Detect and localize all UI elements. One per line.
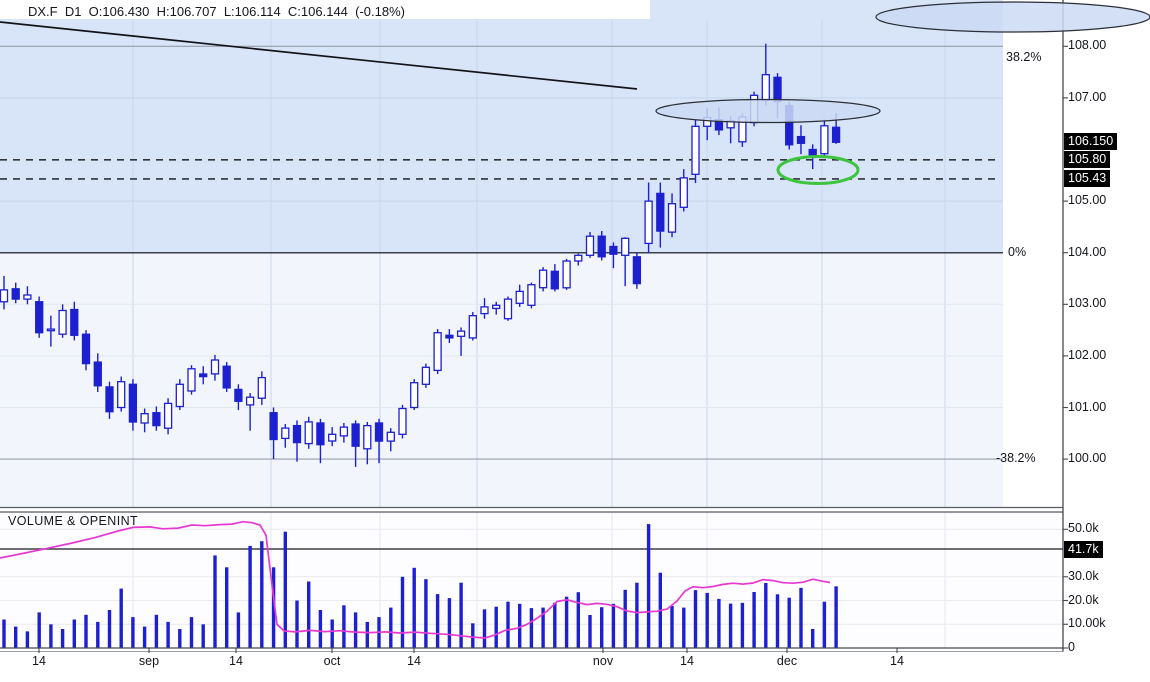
volume-axis-label: 20.0k — [1068, 592, 1099, 607]
date-axis-label: nov — [592, 654, 614, 668]
volume-axis-label: 0 — [1068, 640, 1075, 654]
fib-level-label: -38.2% — [996, 451, 1036, 466]
date-axis-label: sep — [138, 654, 160, 668]
price-axis-label: 107.00 — [1068, 89, 1107, 104]
date-axis-label: 14 — [229, 654, 243, 668]
volume-axis-label: 50.0k — [1068, 521, 1099, 536]
date-axis-label: 14 — [407, 654, 421, 668]
price-tag: 106.150 — [1064, 133, 1118, 151]
date-axis-label: oct — [323, 654, 341, 668]
price-axis-label: 104.00 — [1068, 244, 1107, 259]
price-tag: 105.80 — [1064, 151, 1111, 169]
price-axis-label: 108.00 — [1068, 38, 1107, 53]
instrument-ohlc-title: DX.F D1 O:106.430 H:106.707 L:106.114 C:… — [28, 4, 405, 19]
price-axis-label: 103.00 — [1068, 296, 1107, 311]
price-axis-label: 102.00 — [1068, 347, 1107, 362]
date-axis-label: 14 — [32, 654, 46, 668]
price-axis-label: 101.00 — [1068, 399, 1107, 414]
date-axis-label: dec — [776, 654, 798, 668]
price-tag: 105.43 — [1064, 170, 1111, 188]
price-axis-label: 100.00 — [1068, 451, 1107, 466]
date-axis-label: 14 — [890, 654, 904, 668]
fib-level-label: 38.2% — [1006, 50, 1042, 65]
price-axis-label: 105.00 — [1068, 193, 1107, 208]
volume-panel-title: VOLUME & OPENINT — [8, 514, 139, 528]
volume-axis-label: 10.00k — [1068, 616, 1106, 631]
fib-level-label: 0% — [1008, 244, 1027, 259]
date-axis-label: 14 — [680, 654, 694, 668]
open-interest-tag: 41.7k — [1064, 540, 1103, 558]
volume-axis-label: 30.0k — [1068, 568, 1099, 583]
